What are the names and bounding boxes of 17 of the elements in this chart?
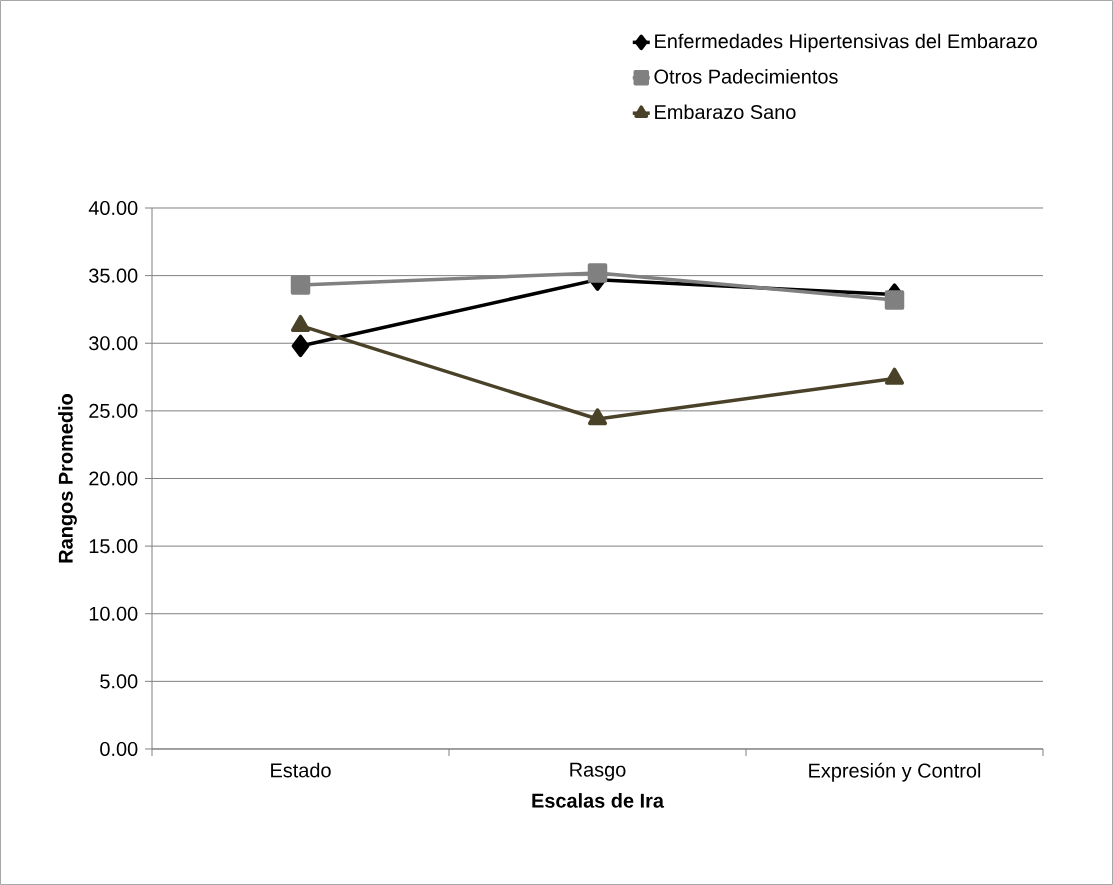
x-tick-label: Rasgo (570, 762, 626, 781)
y-tick-label: 25.00 (89, 403, 138, 418)
y-axis-title: Rangos Promedio (58, 394, 77, 563)
y-tick-label: 10.00 (89, 606, 138, 621)
y-tick-label: 20.00 (89, 471, 138, 486)
y-tick-label: 40.00 (88, 200, 138, 216)
y-tick-label: 35.00 (89, 268, 138, 283)
y-tick-label: 15.00 (89, 539, 138, 554)
y-tick-label: 5.00 (100, 674, 138, 689)
x-axis-title: Escalas de Ira (532, 793, 665, 808)
x-tick-label: Expresión y Control (809, 762, 981, 782)
x-tick-label: Estado (271, 762, 331, 778)
y-tick-label: 30.00 (89, 336, 138, 351)
legend-label: Otros Padecimientos (654, 69, 838, 84)
y-tick-label: 0.00 (100, 741, 138, 757)
legend-label: Embarazo Sano (655, 104, 796, 120)
legend-label: Enfermedades Hipertensivas del Embarazo (655, 33, 1037, 53)
